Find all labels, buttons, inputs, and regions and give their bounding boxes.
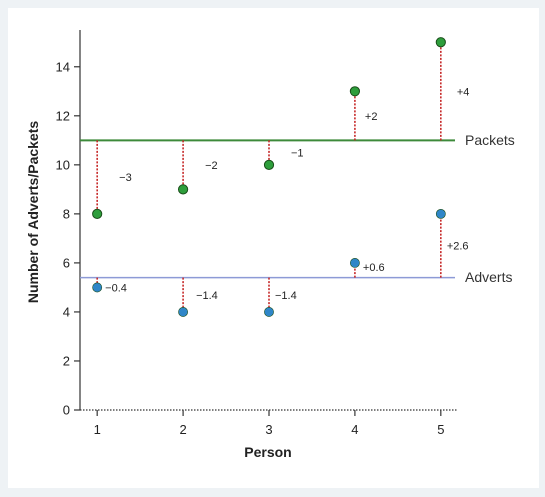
deviation-label: −1.4 <box>275 290 297 302</box>
y-tick-label: 14 <box>56 59 70 74</box>
y-tick-label: 8 <box>63 206 70 221</box>
data-point <box>350 258 360 268</box>
deviation-label: −2 <box>205 160 218 172</box>
series-label: Adverts <box>465 269 512 285</box>
deviation-lines <box>96 42 442 312</box>
deviation-label: +4 <box>457 86 470 98</box>
y-tick-label: 0 <box>63 403 70 418</box>
x-tick-label: 2 <box>179 422 186 437</box>
deviation-labels: −3 −2 −1 +2 +4 −0.4 −1.4 −1.4 +0.6 +2.6 <box>105 86 469 301</box>
data-point <box>435 208 446 219</box>
data-point <box>349 86 361 97</box>
x-tick-label: 3 <box>265 422 272 437</box>
y-tick-label: 12 <box>56 108 70 123</box>
deviation-label: +0.6 <box>363 262 385 274</box>
data-point <box>92 282 103 293</box>
y-tick-label: 2 <box>63 353 70 368</box>
x-tick-label: 5 <box>437 422 444 437</box>
series-label: Packets <box>465 132 515 148</box>
chart-card <box>8 8 539 488</box>
data-points <box>92 37 446 317</box>
data-point <box>264 307 274 317</box>
deviation-label: −3 <box>119 172 132 184</box>
deviation-label: −1.4 <box>196 290 218 302</box>
y-tick-label: 4 <box>63 304 70 319</box>
x-tick-label: 1 <box>94 422 101 437</box>
deviation-label: +2 <box>365 111 378 123</box>
data-point <box>263 159 275 170</box>
x-tick-label: 4 <box>351 422 358 437</box>
y-axis-title: Number of Adverts/Packets <box>25 121 41 304</box>
data-point <box>435 37 446 48</box>
y-tick-label: 6 <box>63 255 70 270</box>
deviation-label: −0.4 <box>105 282 127 294</box>
data-point <box>177 184 189 195</box>
y-tick-label: 10 <box>56 157 70 172</box>
data-point <box>92 208 103 219</box>
deviation-label: −1 <box>291 148 304 160</box>
data-point <box>178 307 188 317</box>
x-axis-title: Person <box>244 444 291 460</box>
mean-lines: Packets Adverts <box>80 132 515 285</box>
deviation-label: +2.6 <box>447 241 469 253</box>
